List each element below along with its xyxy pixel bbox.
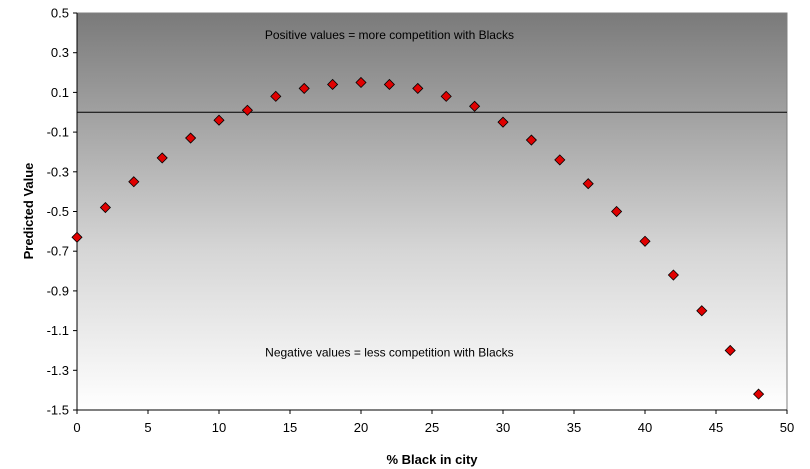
x-tick-label: 25 [425,420,439,435]
x-tick-label: 5 [144,420,151,435]
data-point [355,76,367,89]
annotation-text: Negative values = less competition with … [265,345,513,359]
x-tick-label: 40 [638,420,652,435]
data-point [185,132,197,144]
data-point [582,178,594,190]
x-tick-label: 15 [283,420,297,435]
data-point [753,388,765,400]
x-tick-label: 0 [73,420,80,435]
y-tick-label: -0.3 [47,164,69,179]
data-point [241,104,253,116]
data-point [99,201,111,214]
y-tick-label: -0.1 [47,125,69,140]
y-tick-label: 0.1 [51,85,69,100]
y-tick-label: -0.5 [47,204,69,219]
data-point [71,231,83,243]
data-point [270,90,282,102]
data-point [724,344,736,357]
x-tick-label: 20 [354,420,368,435]
y-axis-title: Predicted Value [21,163,36,260]
x-axis-title: % Black in city [386,452,478,467]
x-tick-label: 30 [496,420,510,435]
data-point [639,235,651,247]
data-point [667,269,679,281]
data-point [128,176,140,188]
y-tick-label: -1.3 [47,363,69,378]
y-tick-label: -1.5 [47,403,69,418]
data-point [412,82,424,94]
data-point [497,116,509,128]
x-tick-label: 10 [212,420,226,435]
data-point [469,100,481,112]
annotation-text: Positive values = more competition with … [265,28,514,42]
x-tick-label: 45 [709,420,723,435]
data-point [440,90,452,102]
data-point [696,305,708,317]
y-tick-label: -0.9 [47,283,69,298]
data-point [213,114,225,126]
data-point [298,82,310,94]
data-point [525,134,537,146]
data-point [611,205,623,218]
plot-area [76,12,788,411]
data-point [554,154,566,166]
x-tick-label: 50 [780,420,794,435]
y-tick-label: -0.7 [47,244,69,259]
data-point [156,152,168,164]
data-point [383,78,395,91]
x-tick-label: 35 [567,420,581,435]
y-tick-label: -1.1 [47,323,69,338]
data-point [327,78,339,91]
y-tick-label: 0.3 [51,45,69,60]
y-tick-label: 0.5 [51,6,69,21]
